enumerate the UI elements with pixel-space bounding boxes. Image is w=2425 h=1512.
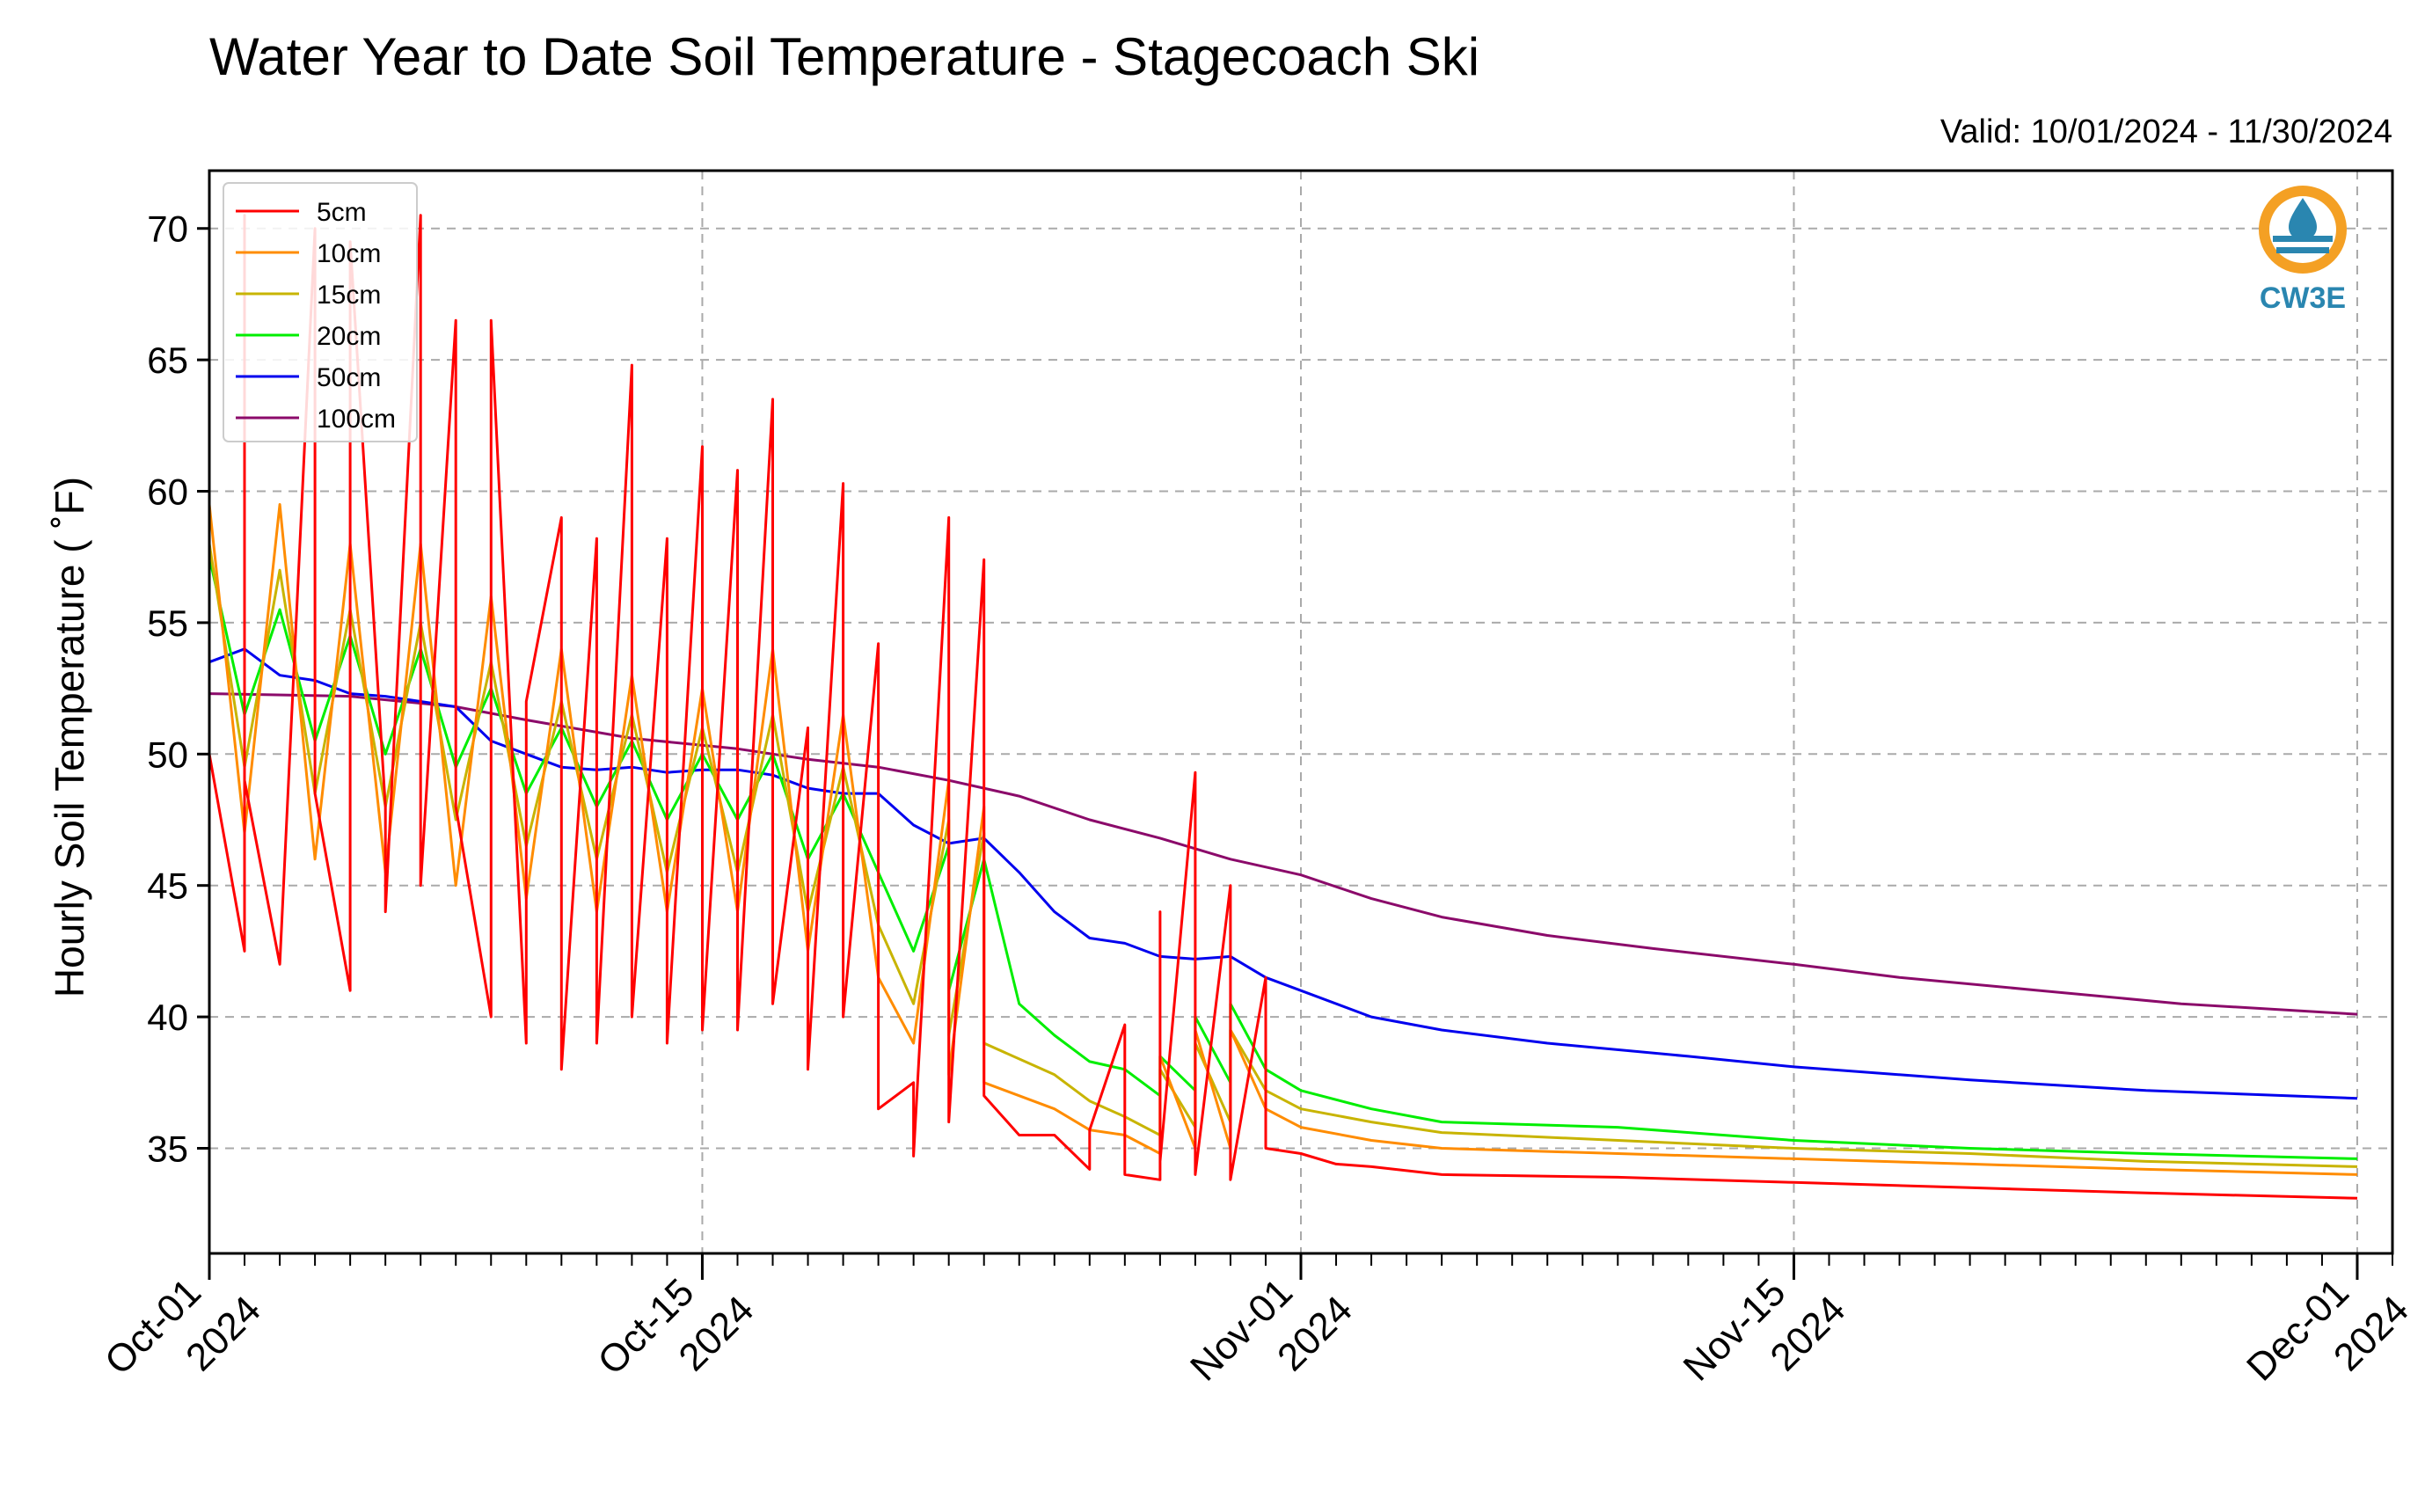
y-axis-ticks: 35 40 45 50 55 60 65 70: [147, 208, 209, 1169]
y-tick-label: 35: [147, 1128, 188, 1169]
legend-label-5cm: 5cm: [317, 198, 367, 227]
legend-label-20cm: 20cm: [317, 322, 381, 351]
legend-label-10cm: 10cm: [317, 239, 381, 268]
chart-subtitle: Valid: 10/01/2024 - 11/30/2024: [1940, 113, 2392, 150]
legend-label-50cm: 50cm: [317, 363, 381, 392]
legend-label-100cm: 100cm: [317, 405, 396, 434]
logo-drop-icon: [2289, 198, 2317, 240]
series-line-5cm: [208, 214, 2358, 1200]
cw3e-logo: CW3E: [2259, 186, 2347, 315]
y-axis-label: Hourly Soil Temperature ( ˚F): [47, 477, 92, 997]
legend-entries: 5cm 10cm 15cm 20cm 50cm 100cm: [236, 198, 396, 434]
chart-title: Water Year to Date Soil Temperature - St…: [209, 27, 1479, 86]
y-tick-label: 50: [147, 734, 188, 775]
y-tick-label: 55: [147, 603, 188, 644]
legend: 5cm 10cm 15cm 20cm 50cm 100cm: [223, 182, 418, 442]
y-tick-label: 60: [147, 471, 188, 513]
logo-wave-2-icon: [2276, 247, 2329, 253]
legend-label-15cm: 15cm: [317, 281, 381, 310]
y-tick-label: 45: [147, 866, 188, 907]
logo-text: CW3E: [2260, 281, 2346, 315]
y-tick-label: 70: [147, 208, 188, 250]
y-tick-label: 40: [147, 997, 188, 1038]
y-tick-label: 65: [147, 340, 188, 381]
series-layer: [208, 214, 2358, 1200]
